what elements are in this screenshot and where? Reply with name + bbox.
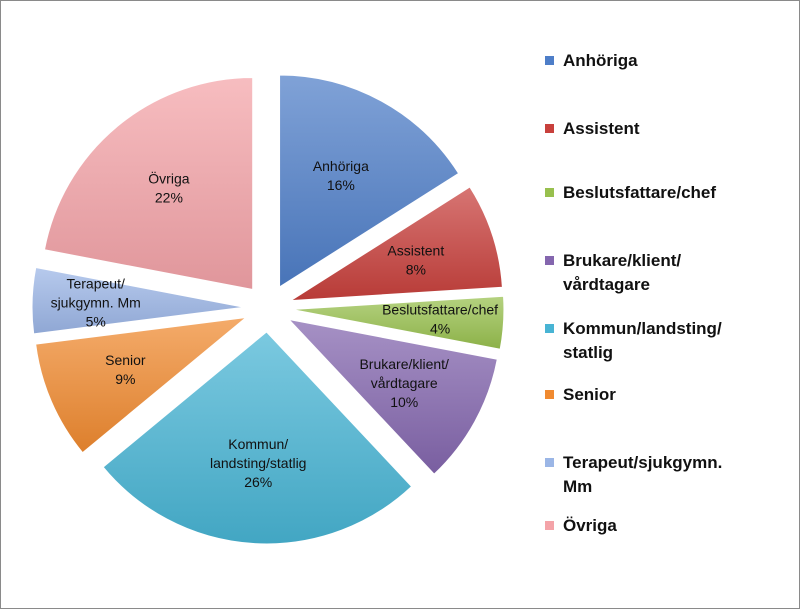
legend-swatch xyxy=(545,458,554,467)
legend-label: Senior xyxy=(563,385,616,404)
legend-swatch xyxy=(545,124,554,133)
pie-chart: Anhöriga 16% Assistent 8% Beslutsfattare/che… xyxy=(31,74,505,545)
slice-senior xyxy=(35,316,248,454)
slice-label-assistent: Assistent 8% xyxy=(387,242,444,277)
slice-label-beslutsfattare-chef: Beslutsfattare/chef 4% xyxy=(382,301,498,336)
legend-swatch xyxy=(545,256,554,265)
legend-swatch xyxy=(545,390,554,399)
slice-anhoriga xyxy=(279,74,460,288)
legend-swatch xyxy=(545,56,554,65)
legend-label: Beslutsfattare/chef xyxy=(563,183,717,202)
legend-swatch xyxy=(545,188,554,197)
slice-assistent xyxy=(290,186,503,302)
legend-label: Assistent xyxy=(563,119,640,138)
slice-label-terapeut-sjukgymn-mm: Terapeut/sjukgymn. Mm 5% xyxy=(51,276,141,330)
slice-label-ovriga: Övriga 22% xyxy=(148,170,189,206)
slice-brukare-klient-vardtagare xyxy=(287,318,498,475)
slice-label-kommun-landsting-statlig: Kommun/landsting/statlig 26% xyxy=(210,436,307,490)
slice-kommun-landsting-statlig xyxy=(102,331,413,545)
legend-label: Kommun/landsting/statlig xyxy=(563,319,722,362)
legend-swatch xyxy=(545,324,554,333)
slice-beslutsfattare-chef xyxy=(291,295,505,350)
slice-label-anhoriga: Anhöriga 16% xyxy=(313,158,369,193)
legend-label: Anhöriga xyxy=(563,51,638,70)
slice-label-senior: Senior 9% xyxy=(105,352,146,387)
legend-label: Övriga xyxy=(563,516,617,535)
slice-terapeut-sjukgymn-mm xyxy=(31,266,245,335)
slice-label-brukare-klient-vardtagare: Brukare/klient/vårdtagare 10% xyxy=(359,356,449,410)
slice-ovriga xyxy=(43,77,254,291)
legend-swatch xyxy=(545,521,554,530)
legend-label: Terapeut/sjukgymn. Mm xyxy=(563,453,723,496)
legend-label: Brukare/klient/vårdtagare xyxy=(563,251,682,294)
